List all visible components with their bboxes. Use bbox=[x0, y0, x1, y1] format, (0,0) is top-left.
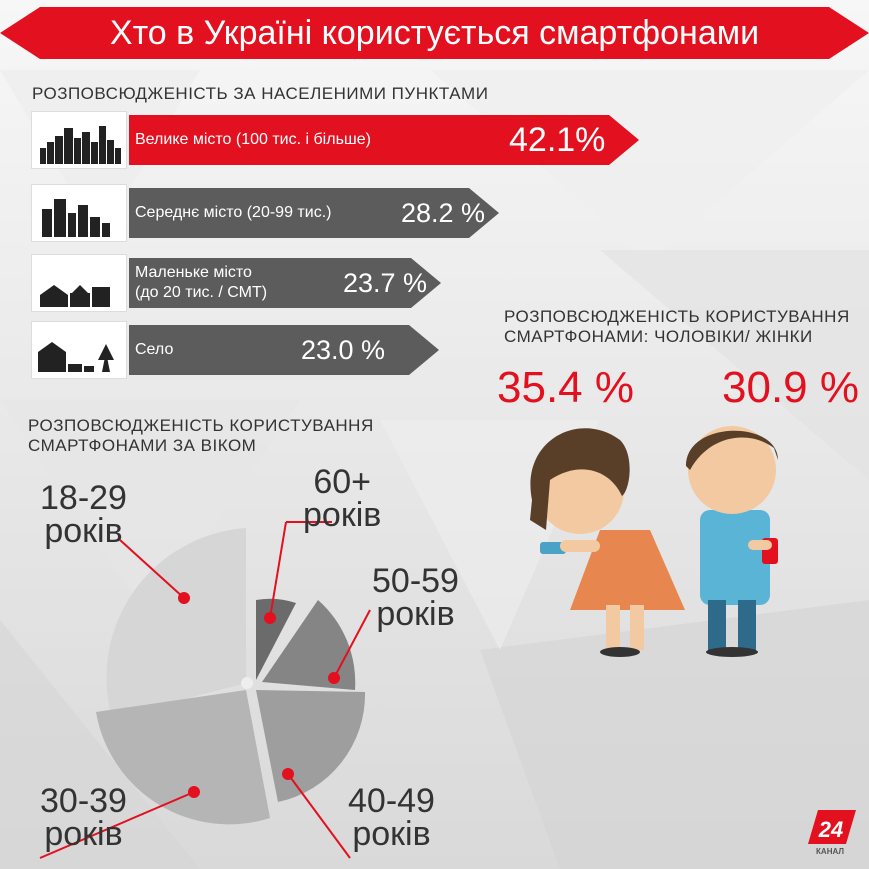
age-heading-line-1: РОЗПОВСЮДЖЕНІСТЬ КОРИСТУВАННЯ bbox=[28, 416, 374, 435]
pie-center bbox=[241, 677, 253, 689]
age-label-40-49: 40-49 років bbox=[348, 782, 435, 853]
age-range: 18-29 bbox=[40, 479, 127, 517]
age-unit: років bbox=[376, 595, 455, 633]
bar-village: Село 23.0 % bbox=[129, 325, 439, 375]
bar-label: Середнє місто (20-99 тис.) bbox=[135, 204, 332, 221]
medium-city-icon bbox=[31, 184, 127, 242]
channel-24-logo: 24 КАНАЛ bbox=[808, 810, 856, 856]
settlements-heading: РОЗПОВСЮДЖЕНІСТЬ ЗА НАСЕЛЕНИМИ ПУНКТАМИ bbox=[32, 84, 489, 103]
gender-heading: РОЗПОВСЮДЖЕНІСТЬ КОРИСТУВАННЯ СМАРТФОНАМ… bbox=[504, 307, 850, 347]
bar-value: 23.0 % bbox=[301, 334, 386, 365]
gender-heading-line-2: СМАРТФОНАМИ: ЧОЛОВІКИ/ ЖІНКИ bbox=[504, 327, 813, 346]
bar-label: Маленьке місто (до 20 тис. / СМТ) bbox=[135, 258, 267, 308]
bar-value: 28.2 % bbox=[401, 197, 486, 228]
page-title: Хто в Україні користується смартфонами bbox=[109, 14, 760, 52]
bar-label-line-1: Маленьке місто bbox=[135, 264, 252, 281]
bar-label: Село bbox=[135, 341, 174, 358]
pie-slice-30-39 bbox=[96, 690, 270, 825]
big-city-icon bbox=[31, 111, 127, 169]
age-label-30-39: 30-39 років bbox=[40, 782, 127, 853]
leader-dot-30-39 bbox=[188, 786, 200, 798]
pie-slice-50-59 bbox=[262, 600, 356, 690]
leader-dot-50-59 bbox=[328, 672, 340, 684]
bar-small-town: Маленьке місто (до 20 тис. / СМТ) 23.7 % bbox=[129, 258, 441, 308]
age-range: 60+ bbox=[313, 463, 371, 501]
village-icon bbox=[31, 321, 127, 379]
svg-text:24: 24 bbox=[818, 817, 843, 842]
age-heading-line-2: СМАРТФОНАМИ ЗА ВІКОМ bbox=[28, 436, 257, 455]
age-unit: років bbox=[352, 815, 431, 853]
bar-value: 23.7 % bbox=[343, 267, 428, 298]
leader-dot-60-plus bbox=[264, 612, 276, 624]
bar-big-city: Велике місто (100 тис. і більше) 42.1% bbox=[129, 115, 639, 165]
age-pie-chart bbox=[39, 521, 371, 859]
age-range: 30-39 bbox=[40, 782, 127, 820]
male-value: 35.4 % bbox=[497, 363, 634, 412]
leader-dot-18-29 bbox=[178, 592, 190, 604]
leader-dot-40-49 bbox=[282, 768, 294, 780]
age-label-18-29: 18-29 років bbox=[40, 479, 127, 550]
age-heading: РОЗПОВСЮДЖЕНІСТЬ КОРИСТУВАННЯ СМАРТФОНАМ… bbox=[28, 416, 374, 456]
bar-label: Велике місто (100 тис. і більше) bbox=[135, 131, 371, 148]
age-label-50-59: 50-59 років bbox=[372, 562, 459, 633]
female-value: 30.9 % bbox=[722, 363, 859, 412]
age-range: 40-49 bbox=[348, 782, 435, 820]
bar-value: 42.1% bbox=[509, 120, 606, 159]
svg-text:КАНАЛ: КАНАЛ bbox=[816, 847, 844, 856]
bar-medium-city: Середнє місто (20-99 тис.) 28.2 % bbox=[129, 188, 499, 238]
small-town-icon bbox=[31, 254, 127, 312]
age-range: 50-59 bbox=[372, 562, 459, 600]
gender-heading-line-1: РОЗПОВСЮДЖЕНІСТЬ КОРИСТУВАННЯ bbox=[504, 307, 850, 326]
kids-with-smartphones-illustration bbox=[530, 426, 778, 657]
age-unit: років bbox=[44, 512, 123, 550]
age-label-60-plus: 60+ років bbox=[303, 463, 382, 534]
title-banner: Хто в Україні користується смартфонами bbox=[0, 7, 869, 59]
age-unit: років bbox=[44, 815, 123, 853]
pie-slice-18-29 bbox=[106, 528, 246, 718]
bar-label-line-2: (до 20 тис. / СМТ) bbox=[135, 284, 268, 301]
age-unit: років bbox=[303, 496, 382, 534]
